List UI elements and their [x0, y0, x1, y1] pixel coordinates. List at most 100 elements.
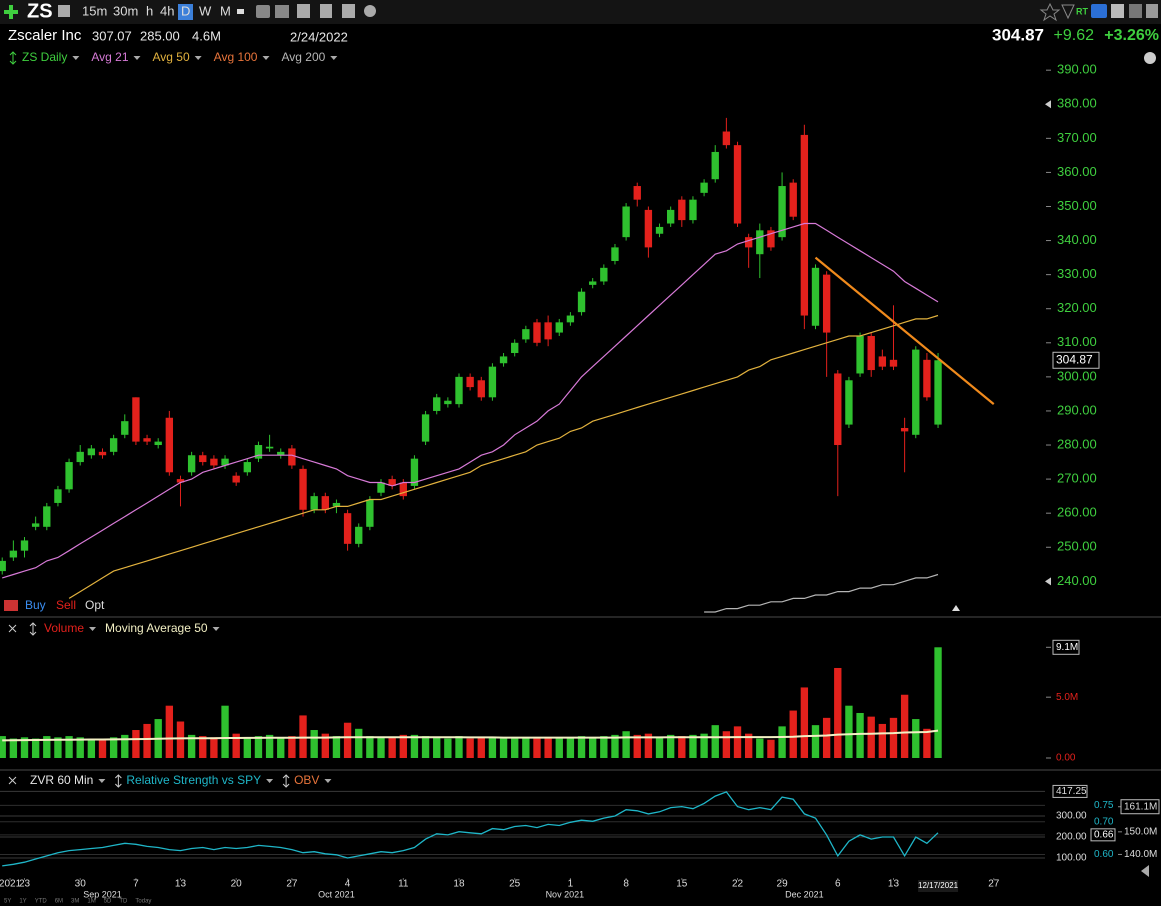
- legend-entry[interactable]: Relative Strength vs SPY: [126, 773, 261, 787]
- y-tick-label: 300.00: [1057, 368, 1097, 383]
- axis-arrow: [1045, 577, 1051, 586]
- candle-body: [9, 550, 18, 558]
- dropdown-caret[interactable]: [89, 627, 97, 631]
- interval-button[interactable]: D: [181, 3, 190, 18]
- interval-button[interactable]: 30m: [113, 3, 138, 18]
- options-button[interactable]: Opt: [85, 598, 105, 612]
- candle-body: [477, 380, 485, 398]
- legend-entry[interactable]: Avg 50: [153, 50, 190, 64]
- volume-bar: [789, 710, 797, 758]
- close-icon[interactable]: [8, 776, 17, 785]
- interval-button[interactable]: M: [220, 3, 231, 18]
- dropdown-caret[interactable]: [262, 56, 270, 60]
- interval-button[interactable]: 4h: [160, 3, 174, 18]
- sell-button[interactable]: Sell: [56, 598, 76, 612]
- dropdown-caret[interactable]: [266, 779, 274, 783]
- volume-bar: [343, 722, 352, 758]
- y-tick-label: 0.00: [1056, 753, 1076, 764]
- x-tick-label: 29: [777, 879, 789, 890]
- range-button[interactable]: Today: [135, 899, 151, 905]
- close-icon[interactable]: [1146, 4, 1158, 18]
- share-icon[interactable]: [364, 5, 376, 17]
- dropdown-caret[interactable]: [133, 56, 141, 60]
- legend-entry[interactable]: Moving Average 50: [105, 621, 208, 635]
- dropdown-icon[interactable]: [237, 9, 244, 14]
- volume-bar: [678, 736, 686, 758]
- candle-body: [767, 230, 775, 248]
- range-button[interactable]: TD: [119, 899, 128, 905]
- volume-bar: [577, 736, 586, 758]
- scroll-marker[interactable]: [952, 605, 960, 611]
- note-icon[interactable]: [342, 4, 355, 18]
- volume-bar: [377, 737, 385, 758]
- candle-body: [666, 209, 675, 224]
- close-icon[interactable]: [8, 624, 17, 633]
- add-icon[interactable]: [4, 5, 18, 19]
- dropdown-caret[interactable]: [98, 779, 106, 783]
- range-button[interactable]: 3M: [71, 899, 79, 905]
- month-label: Nov 2021: [546, 889, 585, 899]
- dropdown-caret[interactable]: [212, 627, 220, 631]
- type-icon[interactable]: [275, 5, 289, 18]
- dropdown-caret[interactable]: [330, 56, 338, 60]
- interval-button[interactable]: 15m: [82, 3, 107, 18]
- candle-body: [243, 462, 252, 473]
- candle-body: [834, 373, 842, 446]
- relative-strength-line: [2, 791, 939, 867]
- scroll-left[interactable]: [1141, 865, 1149, 877]
- candle-body: [845, 380, 853, 425]
- scan-icon[interactable]: [1091, 4, 1107, 18]
- y-tick-label: 417.25: [1056, 786, 1087, 797]
- range-button[interactable]: 1Y: [19, 899, 26, 905]
- draw-icon[interactable]: [320, 4, 332, 18]
- speaker-icon[interactable]: [58, 5, 70, 17]
- star-icon[interactable]: [1039, 2, 1061, 22]
- grid-icon[interactable]: [297, 4, 310, 18]
- legend-entry[interactable]: Volume: [44, 621, 84, 635]
- filter-icon[interactable]: [1061, 4, 1075, 20]
- dropdown-caret[interactable]: [194, 56, 202, 60]
- x-tick-label: 30: [75, 879, 87, 890]
- volume-bar: [511, 738, 519, 758]
- legend-entry[interactable]: OBV: [294, 773, 319, 787]
- last-price: 304.87: [992, 25, 1044, 44]
- save-icon[interactable]: [1111, 4, 1124, 18]
- settings-icon[interactable]: [1144, 52, 1156, 64]
- legend-entry[interactable]: Avg 21: [91, 50, 128, 64]
- y-tick-label: 270.00: [1057, 471, 1097, 486]
- range-button[interactable]: 5Y: [4, 899, 11, 905]
- candle-body: [499, 356, 508, 364]
- dropdown-caret[interactable]: [324, 779, 332, 783]
- range-button[interactable]: YTD: [35, 899, 48, 905]
- interval-button[interactable]: W: [199, 3, 212, 18]
- volume-bar: [923, 728, 931, 758]
- candle-body: [377, 482, 385, 493]
- candle-body: [511, 342, 519, 354]
- x-tick-label: 8: [623, 879, 629, 890]
- price-change-pct: +3.26%: [1104, 27, 1159, 44]
- range-button[interactable]: 6M: [55, 899, 63, 905]
- volume-bar: [878, 723, 887, 758]
- interval-button[interactable]: h: [146, 3, 153, 18]
- trade-icon[interactable]: [4, 600, 18, 611]
- moving-average: [2, 222, 939, 579]
- range-button[interactable]: 5D: [104, 899, 112, 905]
- moving-average: [68, 314, 939, 599]
- volume-bar: [176, 721, 185, 758]
- candle-body: [399, 482, 407, 497]
- legend-entry[interactable]: ZS Daily: [22, 50, 67, 64]
- tools-icon[interactable]: [256, 5, 270, 18]
- range-button[interactable]: 1M: [87, 899, 95, 905]
- legend-entry[interactable]: Avg 200: [281, 50, 325, 64]
- symbol[interactable]: ZS: [27, 0, 53, 22]
- legend-entry[interactable]: Avg 100: [214, 50, 258, 64]
- x-tick-label: 15: [676, 879, 688, 890]
- dropdown-caret[interactable]: [72, 56, 80, 60]
- window-icon[interactable]: [1129, 4, 1142, 18]
- y-tick-label: 260.00: [1057, 505, 1097, 520]
- buy-button[interactable]: Buy: [25, 598, 46, 612]
- volume-bar: [399, 734, 407, 758]
- legend-entry[interactable]: ZVR 60 Min: [30, 773, 93, 787]
- y3-tick-label: 150.0M: [1124, 826, 1157, 837]
- volume-bar: [98, 738, 107, 758]
